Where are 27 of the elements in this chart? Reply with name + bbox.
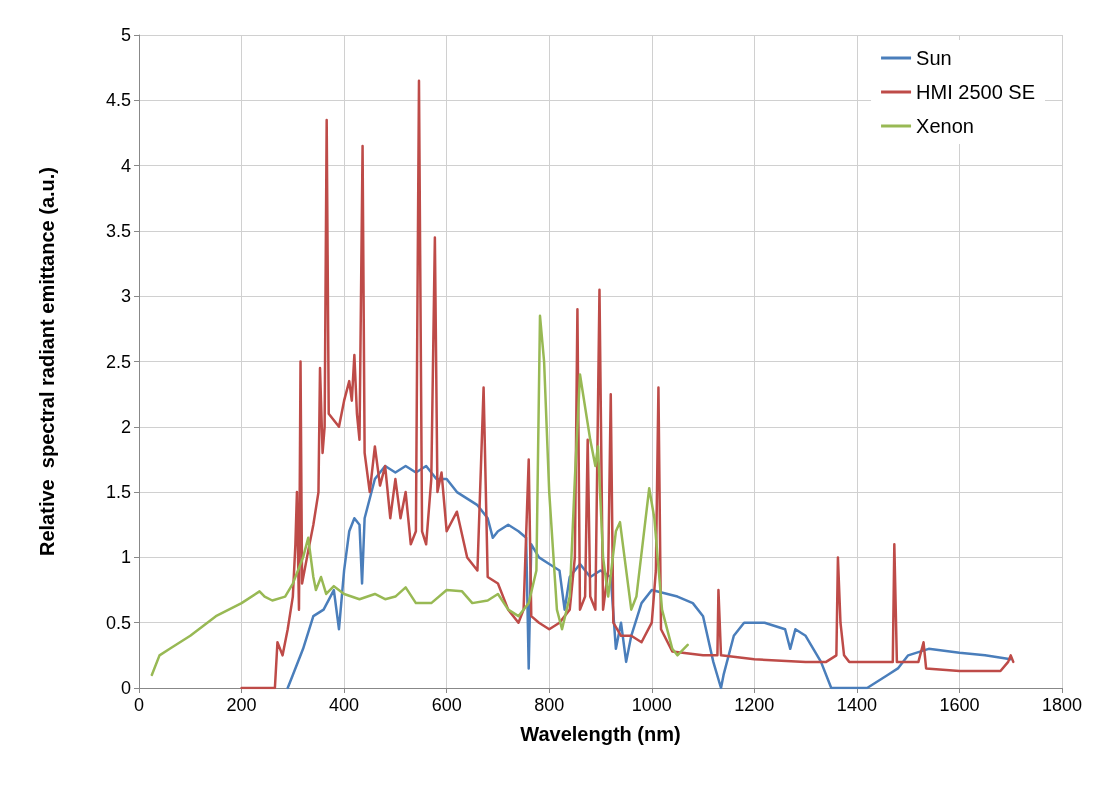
- line-series: [150, 314, 689, 677]
- legend-label: HMI 2500 SE: [916, 81, 1036, 103]
- x-tick-label: 1000: [631, 695, 672, 715]
- legend-label: Sun: [916, 47, 952, 69]
- y-tick-label: 4.5: [105, 90, 131, 111]
- y-tick-label: 0: [120, 678, 131, 698]
- y-tick-label: 1: [120, 547, 131, 568]
- y-tick-label: 4: [120, 155, 131, 176]
- x-tick-label: 1600: [939, 695, 980, 715]
- x-tick-label: 400: [329, 695, 360, 715]
- x-tick-label: 600: [431, 695, 462, 715]
- y-tick-label: 1.5: [105, 482, 131, 503]
- legend-label: Xenon: [916, 115, 974, 137]
- y-tick-label: 5: [120, 25, 131, 45]
- x-tick-label: 200: [226, 695, 257, 715]
- x-axis-title: Wavelength (nm): [520, 723, 681, 745]
- y-tick-label: 2: [120, 416, 131, 437]
- y-tick-label: 3: [120, 286, 131, 307]
- x-tick-label: 1800: [1041, 695, 1083, 715]
- y-axis-title: Relative spectral radiant emittance (a.u.): [36, 166, 58, 557]
- x-tick-label: 0: [133, 695, 145, 715]
- y-tick-label: 0.5: [105, 612, 131, 633]
- y-tick-label: 3.5: [105, 220, 131, 241]
- x-tick-label: 800: [534, 695, 565, 715]
- x-tick-label: 1200: [734, 695, 775, 715]
- x-tick-label: 1400: [836, 695, 877, 715]
- y-tick-label: 2.5: [105, 351, 131, 372]
